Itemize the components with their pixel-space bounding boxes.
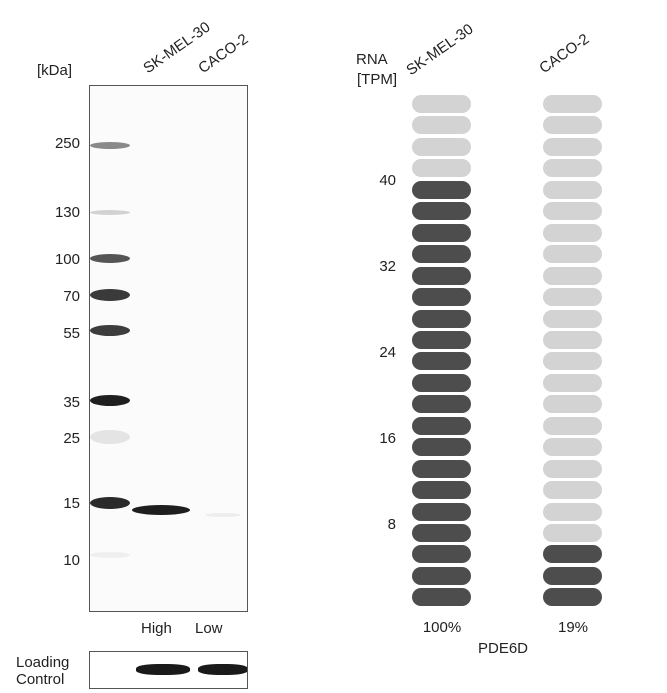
kda-unit-label: [kDa] [37, 62, 73, 79]
rna-segment [412, 481, 471, 500]
sample-band-caco-2 [205, 513, 241, 517]
rna-segment [543, 223, 602, 242]
rna-bar-column-sk-mel-30 [412, 0, 472, 693]
rna-segment [543, 288, 602, 307]
rna-segment [543, 95, 602, 113]
rna-segment [412, 545, 471, 564]
rna-percentage-sk-mel-30: 100% [422, 619, 462, 636]
ladder-band-130 [90, 210, 130, 215]
mw-marker-250: 250 [54, 135, 80, 152]
loading-control-label-line1: Loading [16, 654, 70, 671]
sample-band-sk-mel-30 [132, 505, 190, 515]
rna-segment [412, 438, 471, 457]
ladder-band-55 [90, 325, 130, 336]
ladder-band-15 [90, 497, 130, 509]
rna-segment [543, 416, 602, 435]
mw-marker-130: 130 [54, 204, 80, 221]
rna-segment [412, 524, 471, 542]
mw-marker-15: 15 [63, 495, 80, 512]
rna-segment [543, 373, 602, 392]
rna-segment [412, 159, 471, 178]
rna-bar-column-caco-2 [543, 0, 603, 693]
ladder-band-70 [90, 289, 130, 301]
rna-segment [412, 116, 471, 135]
rna-axis-tick-16: 16 [379, 430, 396, 447]
rna-segment [412, 202, 471, 221]
rna-axis-tick-32: 32 [379, 258, 396, 275]
mw-marker-25: 25 [63, 430, 80, 447]
ladder-band-100 [90, 254, 130, 263]
mw-marker-70: 70 [63, 288, 80, 305]
rna-segment [543, 395, 602, 414]
rna-axis-tick-40: 40 [379, 172, 396, 189]
rna-segment [412, 416, 471, 435]
mw-marker-55: 55 [63, 325, 80, 342]
loading-control-band-caco-2 [198, 664, 247, 675]
rna-segment [543, 545, 602, 564]
rna-segment [543, 266, 602, 285]
rna-segment [543, 566, 602, 585]
gene-name: PDE6D [478, 640, 529, 657]
rna-segment [412, 352, 471, 371]
rna-segment [543, 137, 602, 156]
rna-title-line1: RNA [356, 51, 388, 68]
rna-segment [543, 502, 602, 521]
mw-marker-100: 100 [54, 251, 80, 268]
rna-segment [543, 202, 602, 221]
rna-segment [412, 180, 471, 199]
ladder-band-25 [90, 430, 130, 444]
rna-segment [412, 95, 471, 113]
rna-segment [412, 459, 471, 478]
rna-segment [412, 330, 471, 349]
rna-segment [412, 588, 471, 607]
rna-segment [412, 266, 471, 285]
rna-percentage-caco-2: 19% [557, 619, 589, 636]
rna-segment [543, 588, 602, 607]
rna-segment [543, 309, 602, 328]
rna-segment [412, 502, 471, 521]
rna-segment [412, 309, 471, 328]
mw-marker-10: 10 [63, 552, 80, 569]
rna-segment [543, 524, 602, 542]
rna-segment [543, 159, 602, 178]
rna-segment [543, 245, 602, 264]
rna-axis-tick-24: 24 [379, 344, 396, 361]
rna-segment [412, 566, 471, 585]
loading-control-band-sk-mel-30 [136, 664, 190, 675]
rna-segment [412, 137, 471, 156]
rna-segment [412, 288, 471, 307]
rna-segment [412, 395, 471, 414]
rna-segment [412, 245, 471, 264]
rna-segment [412, 223, 471, 242]
loading-control-label-line2: Control [16, 671, 65, 688]
ladder-band-10 [90, 552, 130, 558]
rna-segment [543, 180, 602, 199]
mw-marker-35: 35 [63, 394, 80, 411]
rna-axis-tick-8: 8 [387, 516, 396, 533]
rna-segment [543, 116, 602, 135]
rna-segment [543, 481, 602, 500]
rna-segment [543, 330, 602, 349]
ladder-band-35 [90, 395, 130, 406]
rna-title-line2: [TPM] [357, 71, 397, 88]
loading-control-blot [89, 651, 248, 689]
western-blot-image [89, 85, 248, 612]
ladder-band-250 [90, 142, 130, 149]
rna-segment [543, 459, 602, 478]
rna-segment [412, 373, 471, 392]
lane-caption-low: Low [195, 620, 223, 637]
lane-caption-high: High [141, 620, 172, 637]
rna-segment [543, 352, 602, 371]
rna-segment [543, 438, 602, 457]
